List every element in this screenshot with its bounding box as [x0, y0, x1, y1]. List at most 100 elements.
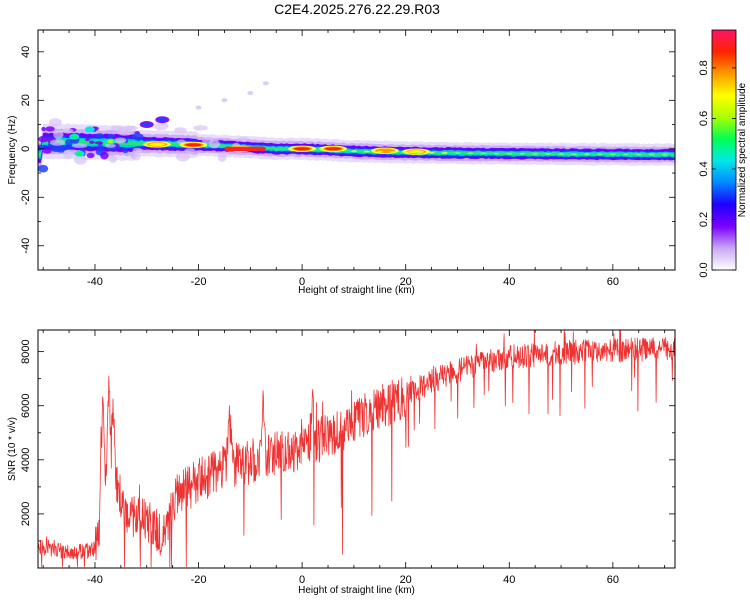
spectrogram-core-dot	[583, 153, 590, 156]
spectrogram-speckle	[106, 133, 115, 139]
spectrogram-x-tick-label: 60	[607, 276, 619, 288]
spectrogram-x-axis-title: Height of straight line (km)	[298, 285, 415, 296]
spectrogram-hotspot	[86, 127, 93, 132]
spectrogram-core-dot	[441, 151, 448, 154]
spectrogram-plot-area	[38, 81, 675, 173]
spectrogram-speckle	[94, 133, 105, 138]
spectrogram-speckle	[49, 118, 62, 127]
spectrogram-hotspot	[325, 147, 342, 151]
spectrogram-harmonic	[247, 91, 254, 96]
spectrogram-speckle	[104, 143, 116, 148]
snr-x-tick-label: 0	[299, 574, 305, 586]
spectrogram-speckle	[220, 152, 228, 158]
spectrogram-speckle	[45, 126, 55, 132]
spectrogram-core-dot	[402, 151, 409, 154]
spectrogram-speckle	[129, 151, 137, 157]
snr-y-tick-label: 8000	[20, 339, 32, 363]
spectrogram-speckle	[238, 136, 249, 142]
colorbar-tick-label: 0.4	[698, 161, 710, 176]
spectrogram-core-dot	[467, 152, 474, 155]
spectrogram-harmonic-core	[158, 118, 167, 122]
colorbar-tick-label: 0.0	[698, 262, 710, 277]
spectrogram-speckle	[132, 147, 143, 153]
spectrogram-speckle	[122, 148, 129, 154]
spectrogram-speckle	[174, 127, 187, 134]
spectrogram-core-dot	[506, 152, 513, 155]
spectrogram-x-tick-label: 40	[503, 276, 515, 288]
page-title: C2E4.2025.276.22.29.R03	[274, 1, 440, 17]
spectrogram-y-tick-label: 20	[20, 94, 32, 106]
spectrogram-harmonic-core	[142, 122, 151, 127]
spectrogram-speckle	[86, 152, 95, 159]
snr-x-tick-label: 20	[400, 574, 412, 586]
spectrogram-hotspot	[71, 134, 78, 139]
spectrogram-harmonic	[262, 81, 269, 86]
spectrogram-hotspot	[224, 146, 266, 151]
spectrogram-core-dot	[376, 150, 383, 153]
spectrogram-x-tick-label: -40	[87, 276, 103, 288]
spectrogram-speckle	[192, 125, 208, 131]
spectrogram-harmonic	[195, 105, 202, 110]
spectrogram-speckle	[74, 155, 87, 165]
colorbar-tick-label: 0.6	[698, 111, 710, 126]
spectrogram-speckle	[85, 138, 90, 142]
snr-panel: -40 -20 0 20 40 60 2000 4000 6000 8000 Height of …	[7, 329, 676, 596]
snr-y-tick-label: 2000	[20, 502, 32, 526]
spectrogram-y-tick-label: 40	[20, 46, 32, 58]
snr-frame	[37, 329, 676, 569]
spectrogram-y-tick-label: -40	[20, 238, 32, 254]
snr-x-tick-label: 40	[503, 574, 515, 586]
spectrogram-core-dot	[363, 150, 370, 153]
spectrogram-x-tick-label: 20	[400, 276, 412, 288]
spectrogram-core-dot	[454, 152, 461, 155]
spectrogram-speckle	[88, 140, 95, 145]
snr-series-line	[38, 330, 675, 568]
spectrogram-core-dot	[480, 152, 487, 155]
spectrogram-speckle	[41, 126, 46, 132]
colorbar-tick-label: 0.8	[698, 60, 710, 75]
spectrogram-x-tick-label: 0	[299, 276, 305, 288]
spectrogram-core-dot	[558, 153, 565, 155]
spectrogram-speckle	[208, 139, 221, 149]
spectrogram-speckle	[71, 143, 88, 149]
spectrogram-core-dot	[609, 153, 616, 156]
snr-y-tick-label: 6000	[20, 393, 32, 417]
snr-x-tick-label: -40	[87, 574, 103, 586]
spectrogram-core-dot	[661, 153, 668, 156]
spectrogram-speckle	[42, 149, 52, 154]
spectrogram-y-axis-title: Frequency (Hz)	[7, 116, 18, 185]
spectrogram-panel: -40 -20 0 20 40 60 -40 -20 0 20 40 Height of strai…	[7, 29, 676, 296]
spectrogram-speckle	[62, 128, 74, 134]
spectrogram-axes: -40 -20 0 20 40 60 -40 -20 0 20 40	[20, 30, 675, 288]
spectrogram-core-dot	[389, 151, 396, 154]
spectrogram-speckle	[131, 133, 144, 141]
spectrogram-hotspot	[107, 139, 114, 144]
spectrogram-speckle	[184, 148, 196, 154]
spectrogram-frame	[37, 29, 676, 271]
spectrogram-y-tick-label: -20	[20, 189, 32, 205]
spectrogram-core-dot	[545, 152, 552, 155]
spectrogram-core-dot	[519, 152, 526, 155]
snr-axes: -40 -20 0 20 40 60 2000 4000 6000 8000	[20, 330, 675, 586]
spectrogram-speckle	[110, 125, 125, 131]
spectrogram-speckle	[114, 137, 127, 144]
spectrogram-core-dot	[532, 152, 539, 155]
snr-x-tick-label: -20	[191, 574, 207, 586]
colorbar-ticks: 0.0 0.2 0.4 0.6 0.8	[698, 60, 736, 278]
spectrogram-core-dot	[428, 151, 435, 154]
snr-y-tick-label: 4000	[20, 448, 32, 472]
spectrogram-core-dot	[571, 153, 578, 156]
colorbar: 0.0 0.2 0.4 0.6 0.8 Normalized spectral ampl…	[698, 29, 748, 278]
spectrogram-core-dot	[350, 150, 357, 153]
spectrogram-x-tick-label: -20	[191, 276, 207, 288]
spectrogram-speckle	[100, 151, 109, 160]
spectrogram-core-dot	[635, 153, 642, 156]
spectrogram-speckle	[63, 149, 74, 160]
spectrogram-hotspot	[76, 151, 83, 156]
spectrogram-hotspot	[149, 142, 166, 147]
snr-plot-area	[38, 330, 675, 568]
spectrogram-speckle	[175, 152, 190, 162]
colorbar-label: Normalized spectral amplitude	[737, 82, 748, 217]
spectrogram-speckle	[116, 148, 124, 153]
